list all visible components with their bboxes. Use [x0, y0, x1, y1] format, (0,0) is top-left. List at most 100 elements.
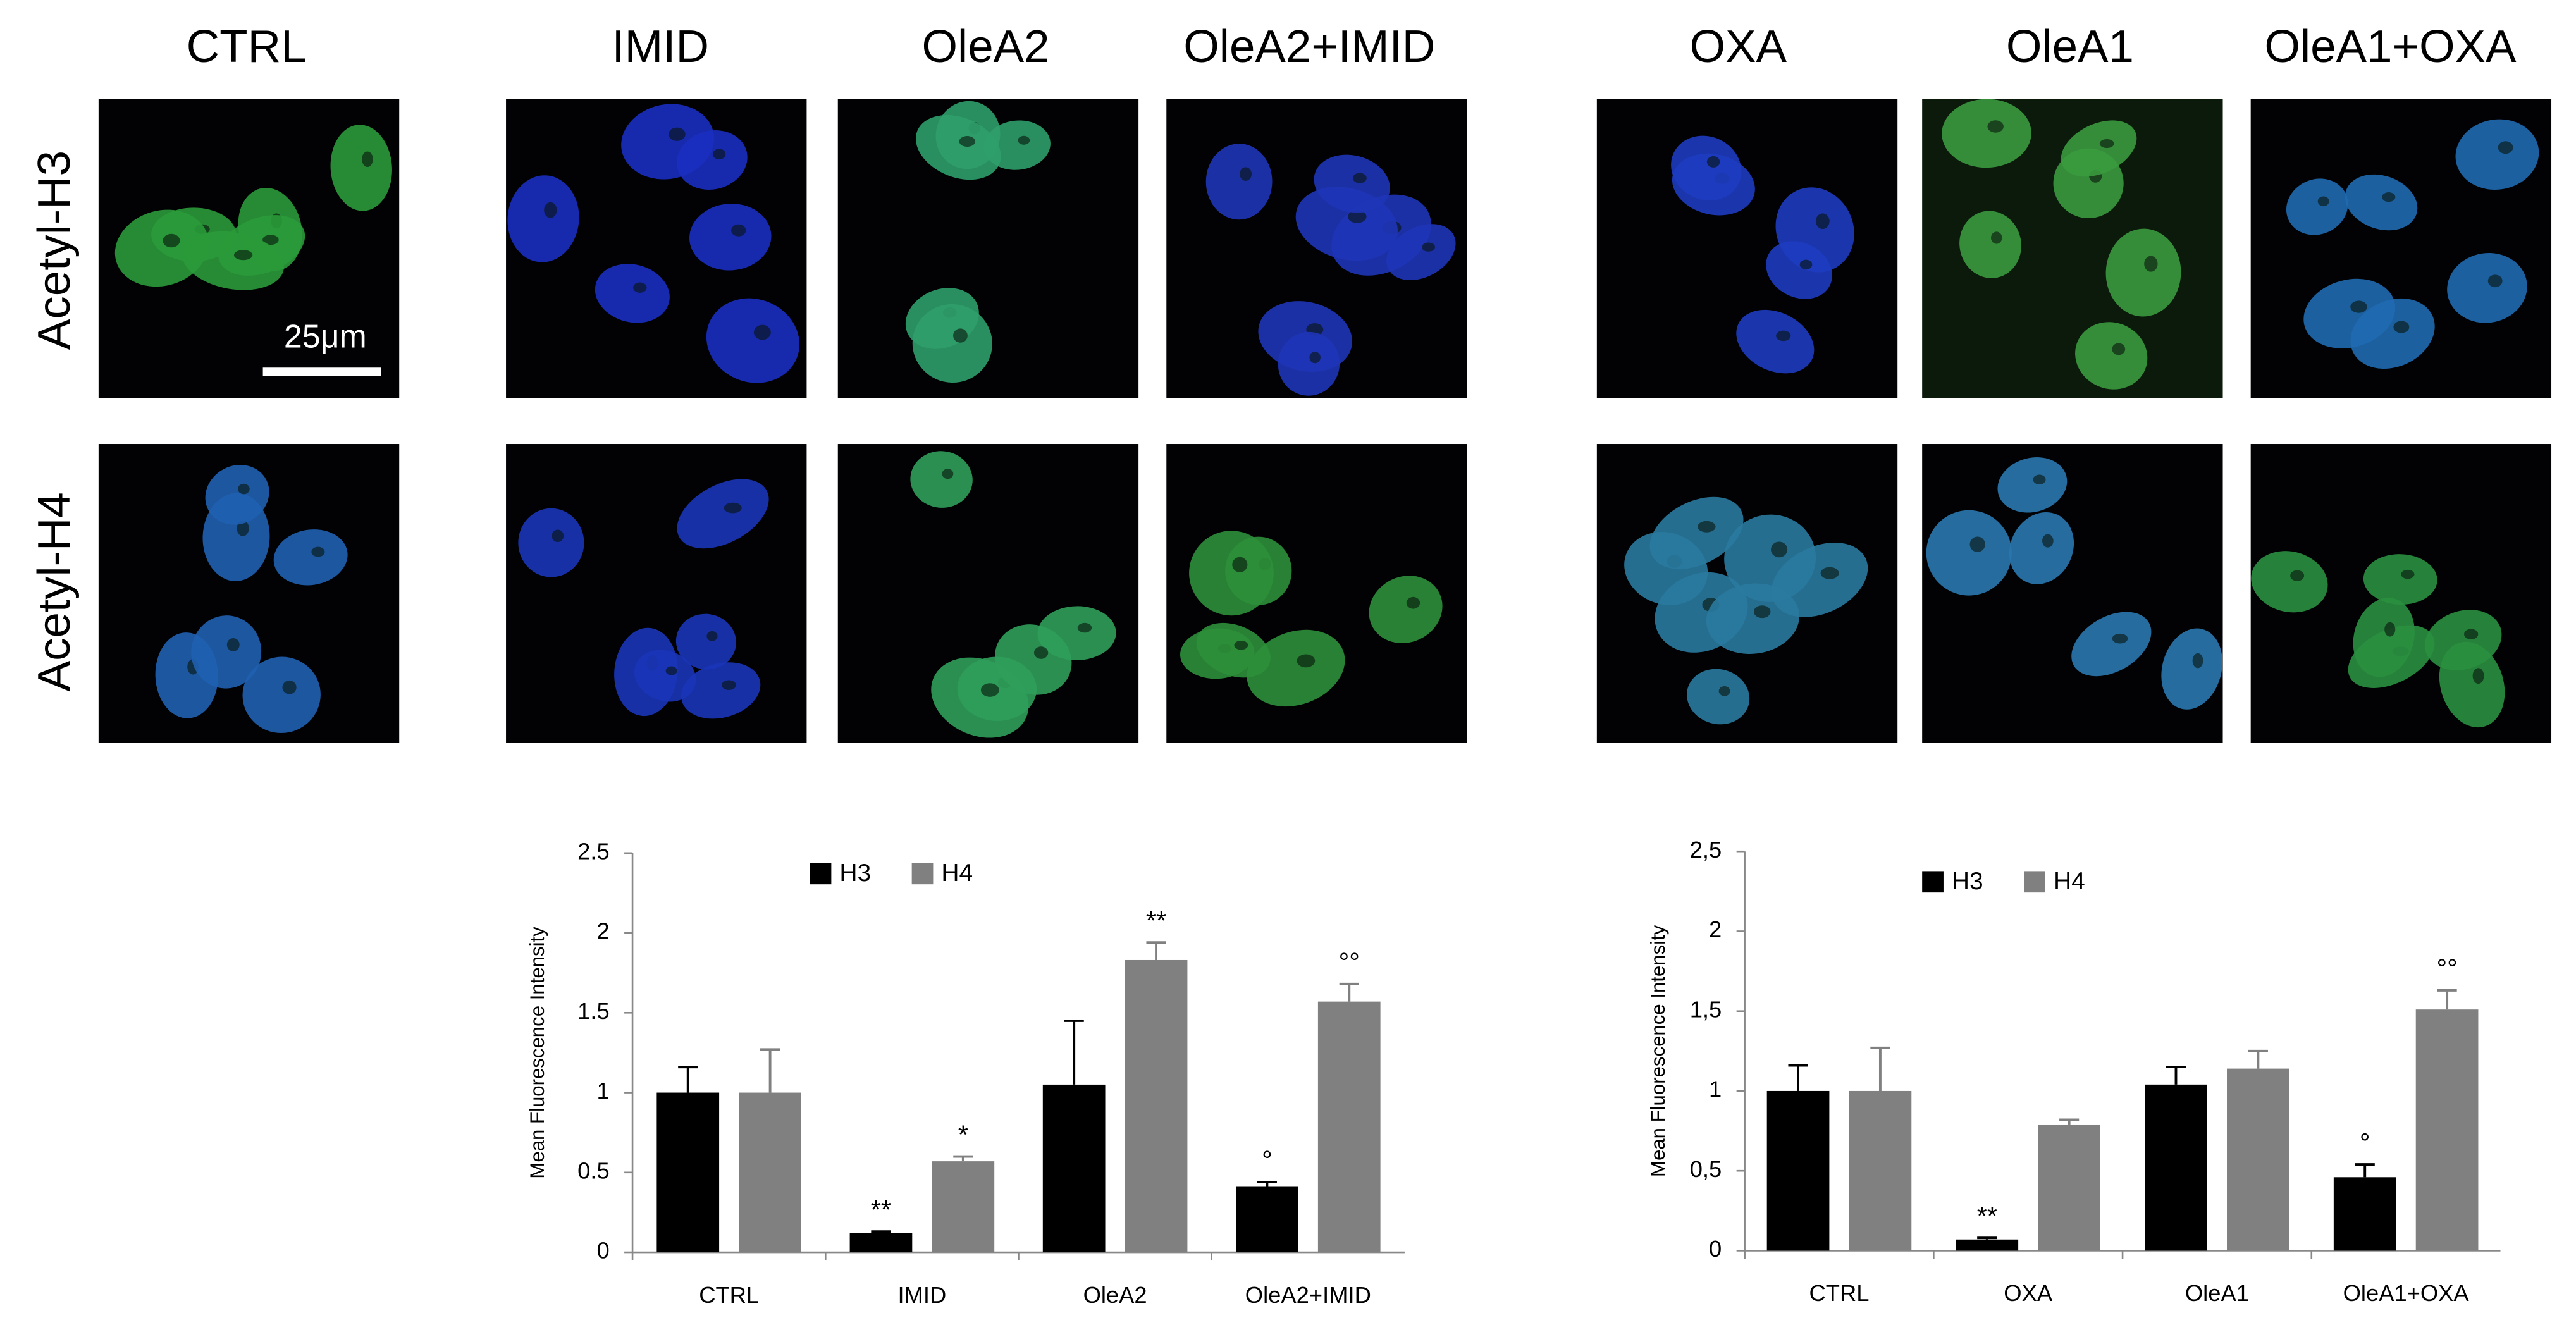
column-header: CTRL: [187, 21, 307, 72]
significance-mark: °: [1262, 1145, 1273, 1175]
error-bar: [2437, 989, 2457, 1010]
nucleus: [205, 465, 269, 525]
y-axis-label: Mean Fluorescence Intensity: [1647, 925, 1669, 1177]
error-bar: [2248, 1049, 2268, 1069]
y-tick-label: 1: [1709, 1076, 1722, 1102]
nucleolus: [731, 224, 746, 237]
scale-bar-label: 25μm: [284, 318, 367, 355]
nucleolus: [2033, 474, 2046, 484]
error-bar: [2059, 1118, 2080, 1125]
nucleus: [114, 209, 209, 287]
nucleus: [706, 298, 800, 383]
nucleus: [1771, 543, 1868, 617]
nucleolus: [2393, 321, 2410, 333]
nucleolus: [1309, 352, 1321, 364]
nucleus: [2071, 612, 2152, 677]
nucleolus: [262, 235, 279, 245]
nucleolus: [362, 151, 373, 168]
nucleus: [1196, 622, 1271, 678]
micrograph: [2250, 99, 2552, 398]
nucleolus: [1706, 156, 1720, 168]
y-tick-label: 0: [1709, 1236, 1722, 1262]
nucleus: [689, 204, 772, 271]
nucleolus: [238, 483, 250, 495]
nucleus: [1942, 99, 2031, 168]
y-tick-label: 1.5: [577, 998, 610, 1024]
nucleus: [1205, 144, 1273, 220]
legend-label: H4: [2054, 868, 2085, 895]
micrograph: [2250, 444, 2552, 743]
nucleus: [2061, 120, 2137, 177]
column-header: OleA1: [2006, 21, 2134, 72]
nucleus: [182, 231, 284, 290]
significance-mark: °°: [2436, 954, 2457, 983]
row-label: Acetyl-H4: [28, 492, 80, 691]
error-bar: [760, 1048, 780, 1093]
nucleolus: [2144, 256, 2158, 272]
nucleus: [1278, 331, 1340, 396]
legend-swatch: [2024, 871, 2045, 893]
micrograph: [837, 444, 1139, 743]
nucleus: [1766, 241, 1832, 299]
bar: [932, 1161, 995, 1253]
nucleolus: [669, 127, 686, 141]
nucleolus: [1718, 686, 1730, 696]
nucleolus: [226, 638, 240, 651]
bar: [1317, 1001, 1381, 1253]
y-tick-label: 0.5: [577, 1157, 610, 1183]
nucleolus: [544, 202, 557, 218]
y-axis-label: Mean Fluorescence Intensity: [526, 927, 548, 1179]
bar: [2227, 1068, 2289, 1251]
nucleus: [2009, 512, 2074, 584]
error-bar: [871, 1230, 891, 1233]
nucleolus: [1232, 557, 1248, 572]
nucleus: [1369, 576, 1443, 643]
nucleolus: [2472, 668, 2484, 684]
y-tick-label: 0,5: [1690, 1156, 1722, 1182]
bar: [1125, 959, 1188, 1253]
nucleus: [916, 114, 1001, 180]
error-bar: [1064, 1019, 1084, 1085]
nucleus: [2251, 551, 2328, 613]
nucleolus: [724, 502, 742, 514]
nucleus: [273, 529, 348, 586]
significance-mark: °°: [1339, 947, 1360, 977]
nucleus: [634, 650, 696, 702]
micrograph: [1166, 444, 1467, 743]
nucleus: [507, 175, 579, 262]
column-header: OleA2: [921, 21, 1049, 72]
nucleolus: [1799, 259, 1813, 270]
nucleolus: [233, 250, 253, 261]
nucleus: [1671, 135, 1742, 201]
nucleus: [1959, 211, 2021, 278]
nucleus: [1926, 510, 2012, 596]
bar: [849, 1233, 913, 1253]
nucleus: [1687, 669, 1750, 725]
nucleolus: [1297, 654, 1316, 668]
nucleolus: [163, 233, 180, 248]
error-bar: [953, 1155, 973, 1162]
nucleus: [675, 613, 736, 670]
nucleolus: [552, 529, 564, 543]
significance-mark: **: [1146, 906, 1166, 935]
error-bar: [2355, 1163, 2375, 1178]
column-header: OleA1+OXA: [2264, 21, 2517, 72]
y-tick-label: 2.5: [577, 838, 610, 864]
significance-mark: °: [2360, 1128, 2370, 1157]
nucleus: [1997, 457, 2068, 513]
nucleus: [681, 662, 761, 719]
significance-mark: *: [958, 1119, 968, 1149]
error-bar: [1788, 1064, 1808, 1091]
nucleolus: [1815, 213, 1830, 230]
nucleolus: [1776, 330, 1791, 342]
nucleus: [910, 451, 973, 508]
nucleolus: [1771, 541, 1788, 558]
nucleolus: [1347, 210, 1367, 223]
error-bar: [1257, 1180, 1277, 1187]
nucleus: [1736, 309, 1815, 374]
nucleolus: [1698, 521, 1716, 533]
nucleolus: [980, 683, 999, 697]
nucleolus: [2317, 196, 2329, 207]
micrograph: [1166, 99, 1467, 398]
nucleus: [995, 624, 1072, 695]
